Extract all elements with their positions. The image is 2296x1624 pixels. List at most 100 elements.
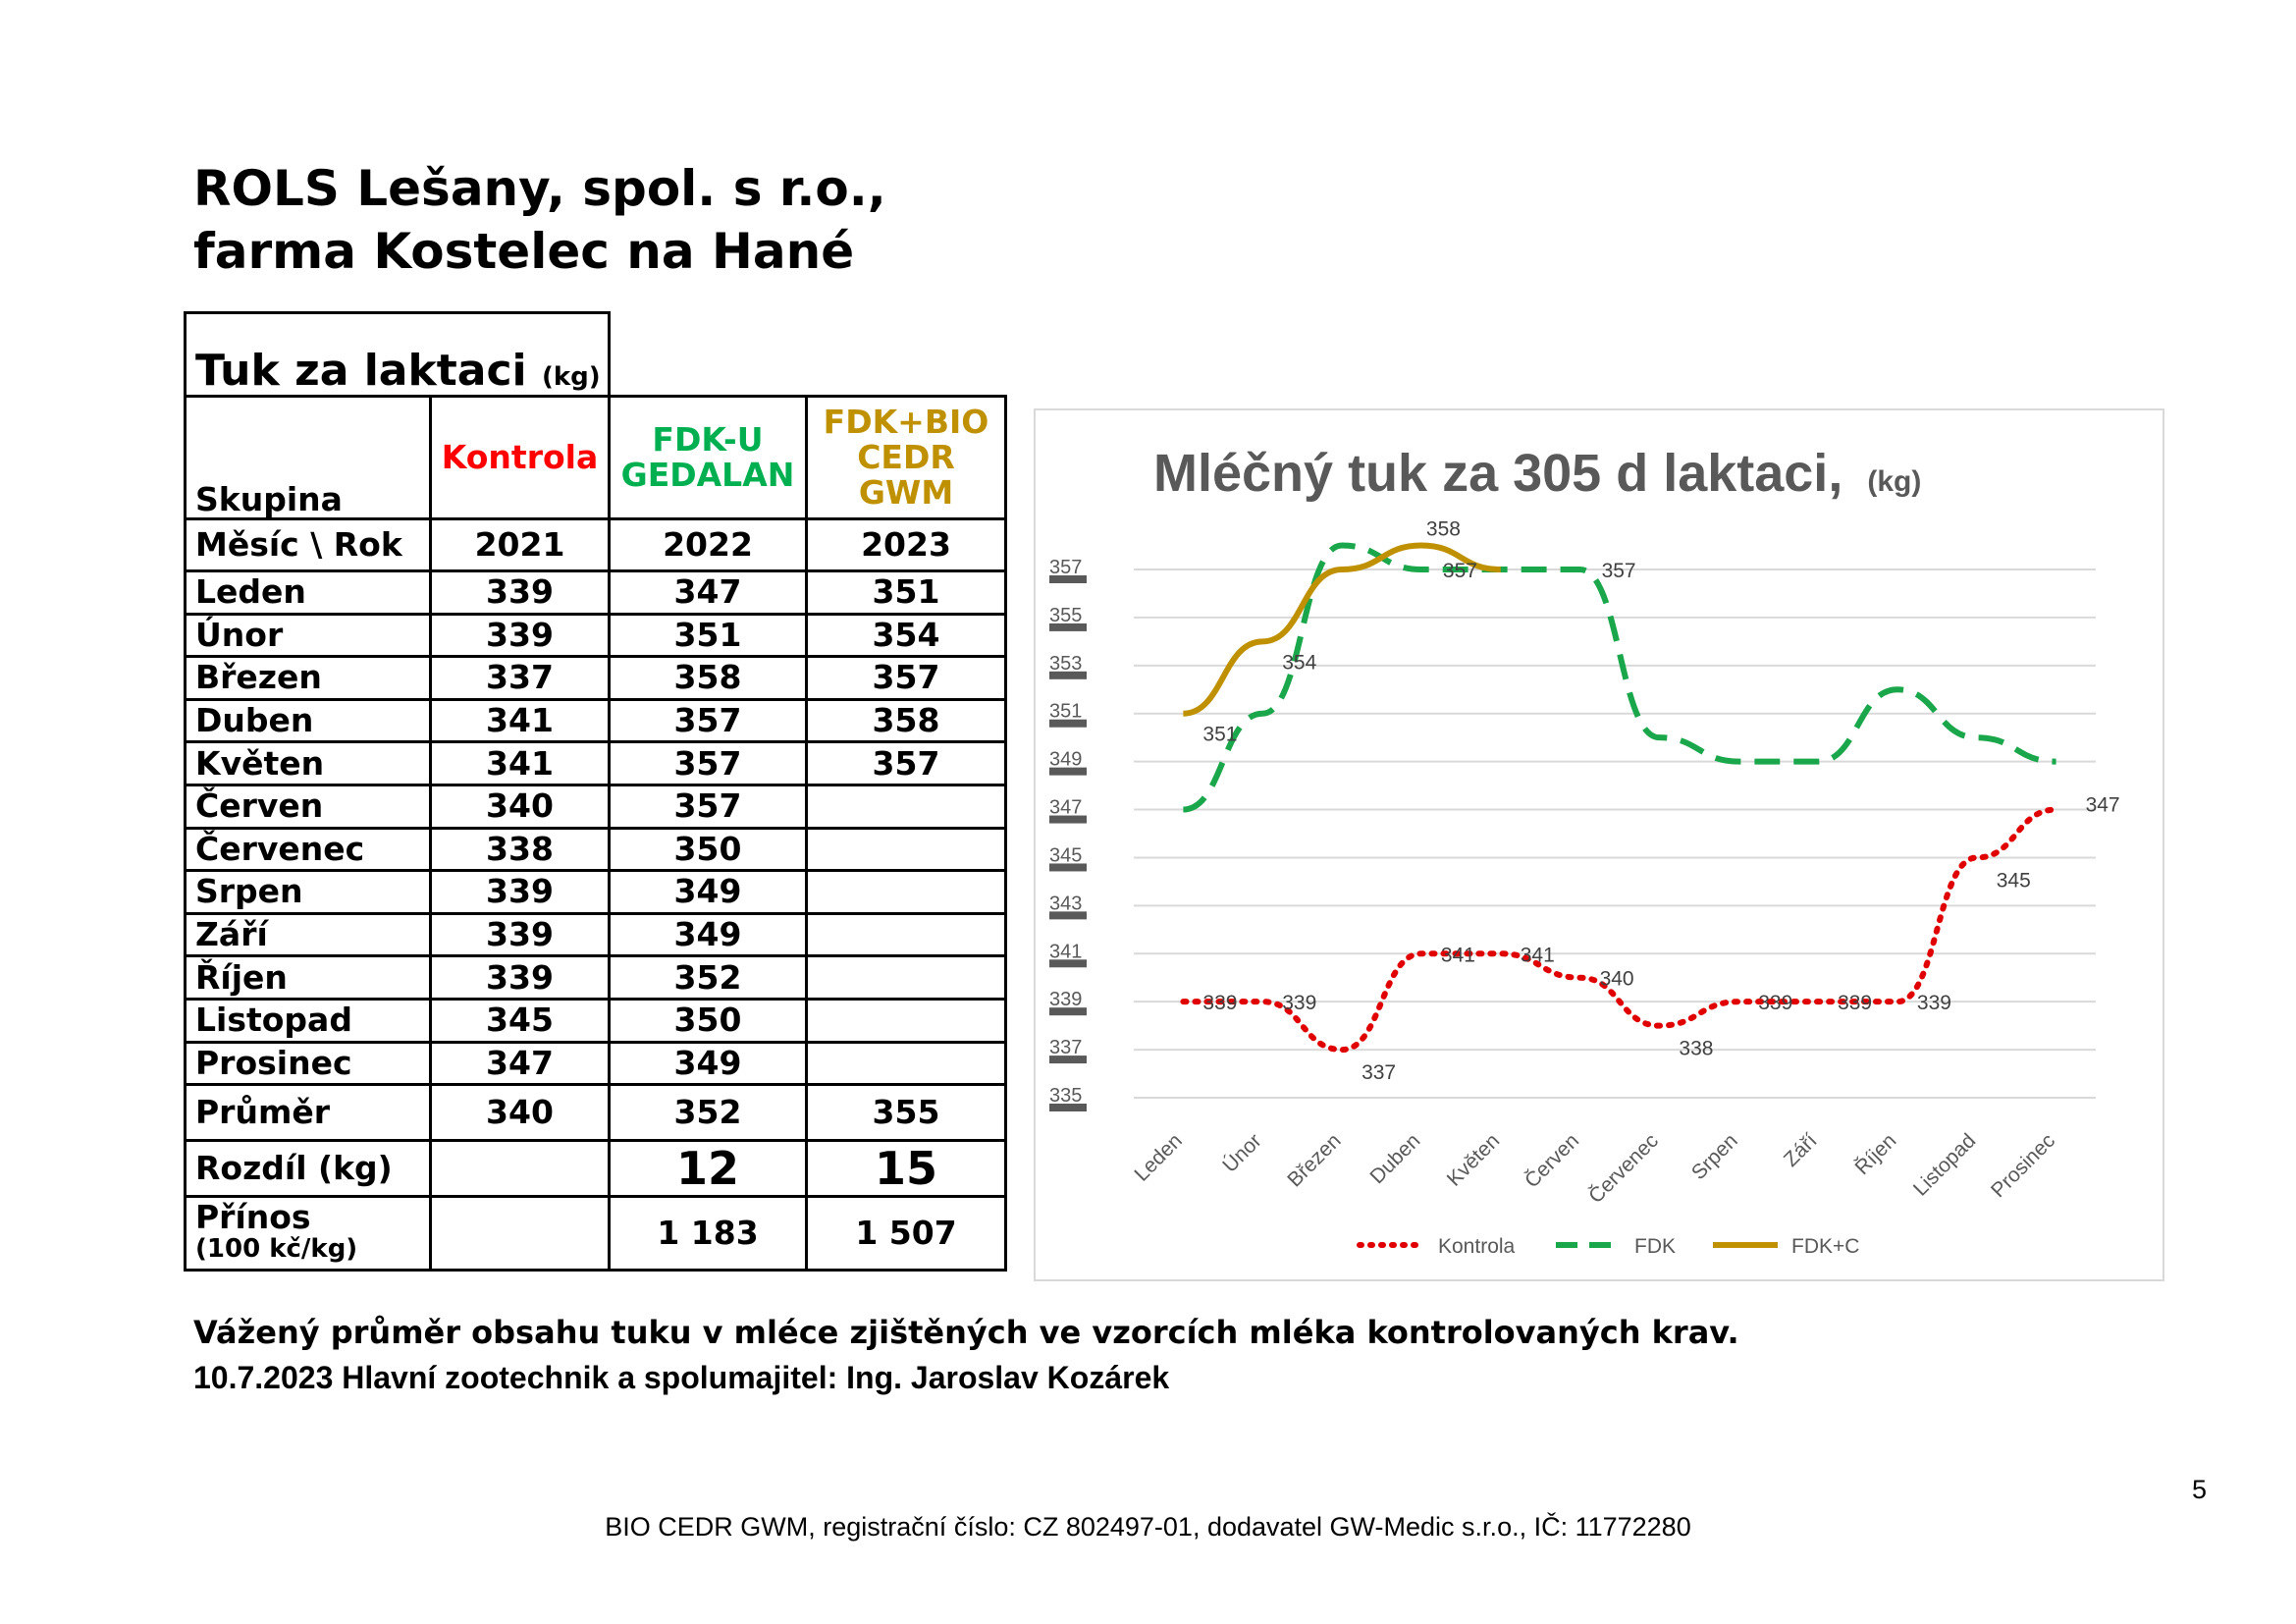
value-cell: 357 [608,740,808,786]
chart-title-unit: (kg) [1867,465,1921,498]
y-tick-mark [1049,1104,1087,1111]
table-row: Únor 339 351 354 [184,612,1007,659]
value-cell: 352 [608,954,808,1001]
value-cell [805,954,1007,1001]
y-tick-label: 341 [1049,941,1082,962]
table-row: Říjen 339 352 [184,954,1007,1001]
value-cell: 341 [429,697,611,744]
value-cell [805,783,1007,830]
month-cell: Duben [184,697,432,744]
table-row: Prosinec 347 349 [184,1040,1007,1087]
value-cell: 339 [429,569,611,616]
month-cell: Září [184,911,432,958]
y-tick-mark [1049,767,1087,776]
x-tick-label: Červenec [1584,1129,1663,1208]
value-cell: 358 [608,655,808,701]
month-cell: Březen [184,655,432,701]
x-tick-label: Únor [1218,1129,1265,1176]
y-tick-label: 337 [1049,1037,1082,1058]
y-tick-mark [1049,671,1087,679]
data-label: 339 [1758,992,1792,1014]
value-cell: 339 [429,612,611,659]
month-cell: Srpen [184,869,432,915]
year-2023: 2023 [805,517,1007,572]
gain-label: Přínos [195,1198,311,1237]
table-row: Listopad 345 350 [184,997,1007,1044]
series-line-kontrola [1180,806,2059,1054]
data-label: 339 [1202,992,1237,1014]
month-cell: Červenec [184,826,432,873]
chart-frame: Mléčný tuk za 305 d laktaci, (kg) 357 355… [1034,408,2164,1281]
page-number: 5 [2192,1475,2208,1504]
y-tick-label: 345 [1049,844,1082,866]
group-fdk-bio: FDK+BIO CEDR GWM [805,395,1007,520]
y-tick-mark [1049,911,1087,920]
average-fdk-bio: 355 [805,1083,1007,1143]
value-cell: 350 [608,997,808,1044]
y-tick-label: 355 [1049,605,1082,626]
group-label: Skupina [184,395,432,520]
value-cell: 338 [429,826,611,873]
value-cell: 357 [805,740,1007,786]
difference-fdk: 12 [608,1139,808,1199]
month-cell: Květen [184,740,432,786]
value-cell: 349 [608,869,808,915]
month-cell: Únor [184,612,432,659]
value-cell: 357 [608,783,808,830]
value-cell: 358 [805,697,1007,744]
year-2022: 2022 [608,517,808,572]
value-cell: 339 [429,954,611,1001]
chart-title-text: Mléčný tuk za 305 d laktaci, [1153,444,1842,503]
y-tick-label: 351 [1049,701,1082,723]
y-tick-label: 339 [1049,989,1082,1010]
x-tick-label: Říjen [1851,1129,1901,1179]
x-tick-label: Duben [1365,1129,1424,1188]
gain-unit: (100 kč/kg) [195,1234,358,1265]
value-cell [805,911,1007,958]
value-cell: 354 [805,612,1007,659]
average-fdk: 352 [608,1083,808,1143]
month-year-label: Měsíc \ Rok [184,517,432,572]
data-label: 357 [1602,560,1636,582]
difference-fdk-bio: 15 [805,1139,1007,1199]
gain-fdk: 1 183 [608,1195,808,1272]
data-label: 358 [1426,518,1461,541]
value-cell: 347 [608,569,808,616]
month-cell: Říjen [184,954,432,1001]
difference-kontrola [429,1139,611,1199]
y-tick-label: 349 [1049,749,1082,771]
value-cell [805,1040,1007,1087]
table-row: Březen 337 358 357 [184,655,1007,701]
data-label: 338 [1679,1038,1713,1060]
table-row: Duben 341 357 358 [184,697,1007,744]
month-cell: Leden [184,569,432,616]
gain-kontrola [429,1195,611,1272]
x-tick-label: Září [1780,1129,1822,1171]
table-row: Květen 341 357 357 [184,740,1007,786]
data-label: 340 [1600,968,1634,991]
x-tick-label: Leden [1130,1129,1187,1186]
data-label: 339 [1917,992,1951,1014]
table-title: Tuk za laktaci [195,346,527,396]
month-cell: Prosinec [184,1040,432,1087]
data-label: 339 [1282,992,1316,1014]
value-cell: 351 [805,569,1007,616]
data-label: 339 [1838,992,1872,1014]
x-tick-label: Srpen [1687,1129,1742,1184]
average-kontrola: 340 [429,1083,611,1143]
group-kontrola: Kontrola [429,395,611,520]
data-label: 337 [1362,1061,1396,1084]
y-tick-label: 347 [1049,797,1082,819]
value-cell: 351 [608,612,808,659]
x-tick-label: Květen [1443,1129,1505,1191]
fat-table: Tuk za laktaci (kg) Skupina Kontrola FDK… [184,311,1007,1272]
value-cell: 349 [608,911,808,958]
data-label: 357 [1443,560,1477,582]
footer: BIO CEDR GWM, registrační číslo: CZ 8024… [605,1512,1691,1542]
author-line: 10.7.2023 Hlavní zootechnik a spolumajit… [193,1360,1170,1395]
chart-title: Mléčný tuk za 305 d laktaci, (kg) [1153,444,1921,503]
page-title: ROLS Lešany, spol. s r.o., farma Kostele… [193,157,886,283]
y-tick-label: 357 [1049,557,1082,578]
caption: Vážený průměr obsahu tuku v mléce zjiště… [193,1314,1739,1351]
value-cell: 339 [429,869,611,915]
